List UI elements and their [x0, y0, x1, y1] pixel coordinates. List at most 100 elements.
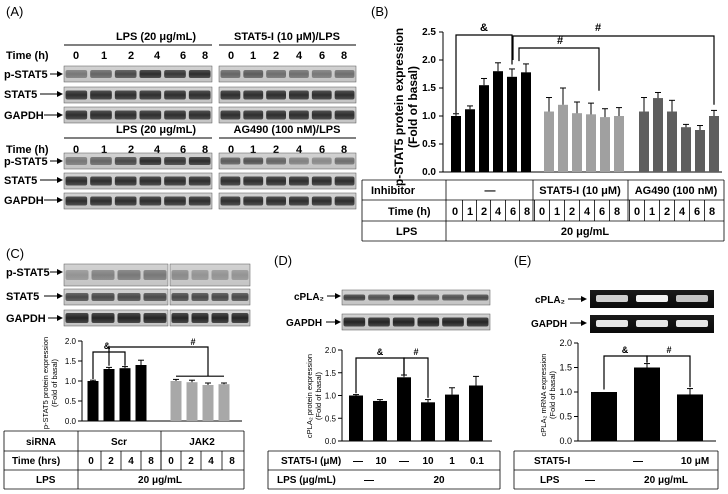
bar — [709, 116, 719, 172]
y-tick-label: 0.0 — [422, 167, 436, 178]
blot-band — [65, 90, 88, 100]
blot-band — [343, 294, 366, 301]
panel-e-row-label: GAPDH — [531, 319, 567, 330]
table-time-cell: 4 — [208, 456, 214, 467]
gel-band — [636, 320, 668, 327]
panel-b-inhibitor-label: Inhibitor — [371, 185, 416, 197]
blot-band — [220, 70, 241, 78]
blot-band — [191, 293, 209, 301]
blot-band — [289, 110, 309, 120]
blot-band — [466, 294, 489, 301]
blot-band — [220, 176, 241, 186]
y-tick-label: 0.5 — [422, 139, 436, 150]
blot-band — [392, 294, 415, 301]
gel-band — [596, 320, 628, 327]
blot-band — [368, 294, 390, 301]
panel-a-bottom-times-left: 0 1 2 4 6 8 — [73, 144, 208, 156]
panel-c-label: (C) — [6, 246, 24, 261]
bar — [677, 394, 703, 441]
y-tick-label: 2.0 — [65, 337, 77, 346]
bar — [572, 113, 582, 172]
blot-band — [90, 70, 112, 78]
blot-band — [191, 313, 209, 323]
blot-band — [243, 70, 264, 78]
blot-band — [114, 110, 137, 120]
bar — [653, 98, 663, 172]
y-tick-label: 1.5 — [422, 83, 436, 94]
blot-band — [211, 293, 229, 301]
bar — [186, 382, 198, 421]
bar — [558, 104, 568, 172]
panel-b-table: Inhibitor — STAT5-I (10 μM) AG490 (100 n… — [361, 179, 725, 242]
blot-band — [266, 70, 286, 78]
gel-band — [636, 295, 668, 302]
blot-band — [139, 110, 162, 120]
y-tick-label: 0.0 — [325, 437, 337, 446]
blot-band — [164, 110, 186, 120]
significance-bracket — [108, 346, 209, 377]
panel-e-ylabel: cPLA₂ mRNA expression — [539, 354, 548, 437]
blot-band — [334, 110, 355, 120]
blot-band — [311, 176, 332, 186]
table-time-cell: 0 — [539, 206, 545, 218]
table-time-cell: 0 — [452, 206, 458, 218]
panel-a-top-times-right: 0 1 2 4 6 8 — [228, 50, 347, 62]
blot-band — [90, 176, 112, 186]
panel-b-inhibitor: — — [485, 185, 496, 197]
panel-b-ylabel: p-STAT5 protein expression — [392, 28, 406, 186]
blot-band — [188, 70, 211, 78]
y-tick-label: 2.5 — [422, 27, 436, 38]
table-time-cell: 0 — [88, 456, 94, 467]
time-tick: 8 — [202, 50, 208, 62]
table-time-cell: 4 — [584, 206, 591, 218]
blot-band — [65, 313, 89, 323]
table-stat5-cell: 0.1 — [470, 456, 484, 467]
y-tick-label: 1.0 — [325, 392, 337, 401]
panel-e-table: STAT5-I — 10 μM LPS — 20 μg/mL — [513, 450, 719, 490]
blot-band — [211, 313, 229, 323]
gel-band — [596, 295, 628, 302]
blot-band — [90, 90, 112, 100]
panel-a-bottom-blot — [63, 152, 357, 210]
table-time-cell: 2 — [108, 456, 114, 467]
blot-band — [65, 176, 88, 186]
panel-e-ylabel: (Fold of basal) — [548, 371, 557, 419]
panel-e-stat5-label: STAT5-I — [534, 456, 571, 467]
panel-a-time-label: Time (h) — [6, 144, 49, 156]
blot-band — [243, 90, 264, 100]
y-tick-label: 2.0 — [559, 338, 572, 348]
bar — [521, 72, 531, 172]
panel-a-bottom-right-title: AG490 (100 nM)/LPS — [234, 124, 341, 136]
bar — [469, 385, 483, 441]
panel-b-inhibitor: AG490 (100 nM) — [635, 185, 718, 197]
panel-a-top-times-left: 0 1 2 4 6 8 — [73, 50, 208, 62]
table-time-cell: 8 — [148, 456, 154, 467]
blot-band — [188, 110, 211, 120]
panel-c-row-label: p-STAT5 — [6, 267, 50, 279]
panel-d-lps-cell: — — [364, 475, 374, 486]
y-tick-label: 0.5 — [559, 412, 572, 422]
time-tick: 1 — [101, 50, 107, 62]
blot-band — [91, 293, 115, 301]
significance-marker: & — [480, 22, 488, 34]
bar — [87, 381, 99, 421]
gel-band — [676, 295, 708, 302]
time-tick: 0 — [73, 50, 79, 62]
blot-band — [171, 270, 189, 280]
blot-band — [114, 90, 137, 100]
panel-c-table: siRNA Scr JAK2 Time (hrs) 0 2 4 8 0 2 4 8 LPS 2… — [3, 430, 245, 490]
panel-a-top-right-title: STAT5-I (10 μM)/LPS — [234, 31, 340, 43]
time-tick: 8 — [341, 144, 347, 156]
time-tick: 6 — [319, 50, 325, 62]
blot-band — [289, 196, 309, 206]
panel-c-sirna: Scr — [111, 437, 127, 448]
panel-a: (A) LPS (20 μg/mL) STAT5-I (10 μM)/LPS T… — [4, 4, 357, 210]
time-tick: 2 — [128, 50, 134, 62]
blot-band — [311, 110, 332, 120]
blot-band — [289, 90, 309, 100]
time-tick: 4 — [154, 144, 161, 156]
blot-background — [341, 289, 491, 306]
blot-band — [117, 293, 141, 301]
panel-d-row-label: GAPDH — [286, 318, 322, 329]
